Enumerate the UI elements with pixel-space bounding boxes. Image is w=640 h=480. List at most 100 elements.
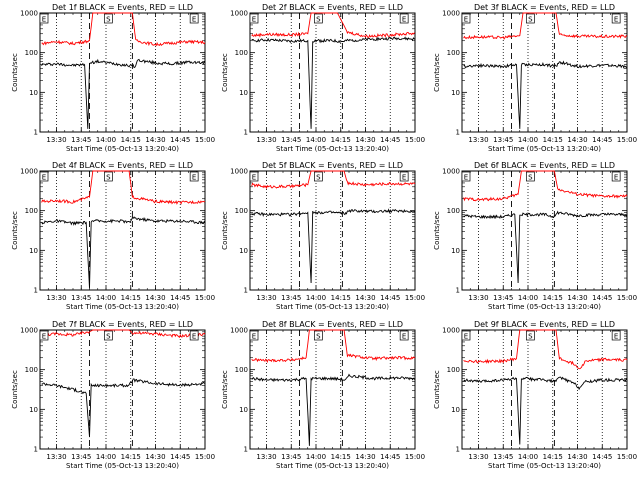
x-tick-label: 15:00 <box>617 294 637 302</box>
y-axis-label: Counts/sec <box>433 211 441 250</box>
y-axis-label: Counts/sec <box>221 211 229 250</box>
x-tick-label: 14:45 <box>170 294 190 302</box>
segment-marker-box <box>189 330 199 341</box>
series-events-line <box>251 373 416 446</box>
x-axis-label: Start Time (05-Oct-13 13:20:40) <box>488 303 601 311</box>
series-lld-line <box>41 170 206 205</box>
x-tick-label: 14:45 <box>380 453 400 461</box>
segment-marker-box <box>103 171 113 182</box>
x-tick-label: 14:45 <box>380 136 400 144</box>
y-axis-label: Counts/sec <box>221 370 229 409</box>
x-tick-label: 13:30 <box>468 294 488 302</box>
series-events-line <box>41 378 206 438</box>
x-tick-label: 14:45 <box>592 453 612 461</box>
x-axis-label: Start Time (05-Oct-13 13:20:40) <box>276 145 389 153</box>
series-events-line <box>463 376 628 445</box>
series-events-line <box>463 60 628 129</box>
series-events-line <box>463 210 628 284</box>
segment-marker-box <box>399 171 409 182</box>
x-tick-label: 14:30 <box>145 453 165 461</box>
panel-title: Det 2f BLACK = Events, RED = LLD <box>262 3 403 12</box>
x-tick-label: 13:45 <box>493 136 513 144</box>
x-tick-label: 13:45 <box>71 453 91 461</box>
y-tick-label: 1 <box>244 446 248 454</box>
y-tick-label: 10 <box>239 406 248 414</box>
x-tick-label: 14:45 <box>380 294 400 302</box>
segment-marker-box <box>39 13 49 24</box>
x-axis-label: Start Time (05-Oct-13 13:20:40) <box>66 303 179 311</box>
segment-marker-label: E <box>192 174 196 182</box>
y-tick-label: 1 <box>456 446 460 454</box>
segment-marker-label: S <box>528 174 533 182</box>
x-axis-label: Start Time (05-Oct-13 13:20:40) <box>276 462 389 470</box>
y-tick-label: 1000 <box>20 10 38 18</box>
x-tick-label: 13:45 <box>71 294 91 302</box>
x-tick-label: 14:00 <box>96 136 116 144</box>
segment-marker-box <box>103 330 113 341</box>
segment-marker-label: E <box>614 16 618 24</box>
y-tick-label: 1000 <box>20 327 38 335</box>
series-events-line <box>41 58 206 129</box>
panel-det-8f: Det 8f BLACK = Events, RED = LLD 1 10 100 10… <box>221 320 425 470</box>
panel-title: Det 8f BLACK = Events, RED = LLD <box>262 320 403 329</box>
segment-marker-label: S <box>106 16 111 24</box>
x-axis-label: Start Time (05-Oct-13 13:20:40) <box>488 462 601 470</box>
x-tick-label: 14:30 <box>567 294 587 302</box>
panel-det-1f: Det 1f BLACK = Events, RED = LLD 1 10 100 10… <box>11 3 215 153</box>
segment-marker-label: E <box>252 174 256 182</box>
segment-marker-label: E <box>252 16 256 24</box>
panel-det-7f: Det 7f BLACK = Events, RED = LLD 1 10 100 10… <box>11 320 215 470</box>
y-tick-label: 1 <box>34 287 38 295</box>
x-tick-label: 14:15 <box>121 294 141 302</box>
panel-title: Det 1f BLACK = Events, RED = LLD <box>52 3 193 12</box>
segment-marker-label: E <box>252 333 256 341</box>
y-tick-label: 1000 <box>442 168 460 176</box>
panel-title: Det 4f BLACK = Events, RED = LLD <box>52 161 193 170</box>
x-tick-label: 14:45 <box>592 294 612 302</box>
panel-title: Det 3f BLACK = Events, RED = LLD <box>474 3 615 12</box>
y-tick-label: 1000 <box>442 327 460 335</box>
segment-marker-label: E <box>402 16 406 24</box>
y-tick-label: 10 <box>451 247 460 255</box>
y-tick-label: 10 <box>451 89 460 97</box>
segment-marker-label: E <box>464 16 468 24</box>
x-tick-label: 14:00 <box>306 294 326 302</box>
y-axis-label: Counts/sec <box>11 211 19 250</box>
panel-det-6f: Det 6f BLACK = Events, RED = LLD 1 10 100 10… <box>433 161 637 311</box>
y-tick-label: 10 <box>239 247 248 255</box>
segment-marker-box <box>525 13 535 24</box>
x-tick-label: 13:30 <box>256 453 276 461</box>
x-tick-label: 13:45 <box>281 453 301 461</box>
x-tick-label: 14:15 <box>331 136 351 144</box>
panel-det-5f: Det 5f BLACK = Events, RED = LLD 1 10 100 10… <box>221 161 425 311</box>
segment-marker-label: E <box>192 333 196 341</box>
segment-marker-label: S <box>528 16 533 24</box>
series-events-line <box>251 36 416 129</box>
x-axis-label: Start Time (05-Oct-13 13:20:40) <box>66 462 179 470</box>
y-axis-label: Counts/sec <box>433 53 441 92</box>
segment-marker-box <box>525 330 535 341</box>
y-tick-label: 100 <box>235 366 248 374</box>
panel-title: Det 6f BLACK = Events, RED = LLD <box>474 161 615 170</box>
x-tick-label: 13:30 <box>46 136 66 144</box>
segment-marker-box <box>611 171 621 182</box>
x-tick-label: 13:30 <box>256 294 276 302</box>
segment-marker-label: S <box>106 174 111 182</box>
panel-title: Det 5f BLACK = Events, RED = LLD <box>262 161 403 170</box>
y-tick-label: 10 <box>29 89 38 97</box>
x-axis-label: Start Time (05-Oct-13 13:20:40) <box>276 303 389 311</box>
segment-marker-box <box>189 171 199 182</box>
segment-marker-box <box>461 171 471 182</box>
y-tick-label: 1 <box>34 446 38 454</box>
segment-marker-label: S <box>528 333 533 341</box>
x-tick-label: 14:15 <box>543 294 563 302</box>
panel-title: Det 7f BLACK = Events, RED = LLD <box>52 320 193 329</box>
panel-det-3f: Det 3f BLACK = Events, RED = LLD 1 10 100 10… <box>433 3 637 153</box>
x-axis-label: Start Time (05-Oct-13 13:20:40) <box>488 145 601 153</box>
segment-marker-box <box>399 13 409 24</box>
x-tick-label: 14:45 <box>170 453 190 461</box>
y-axis-label: Counts/sec <box>11 370 19 409</box>
x-tick-label: 14:00 <box>518 136 538 144</box>
segment-marker-box <box>611 330 621 341</box>
x-tick-label: 14:15 <box>543 136 563 144</box>
